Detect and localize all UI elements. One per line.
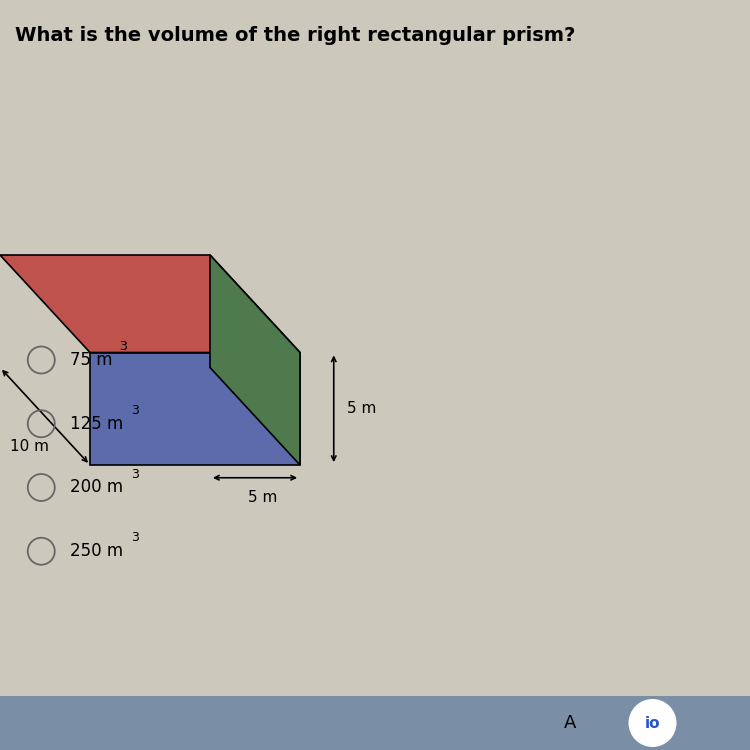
Bar (0, 696, 750, 750)
Polygon shape (90, 352, 300, 465)
Text: 3: 3 (131, 531, 140, 544)
Polygon shape (0, 255, 300, 352)
Text: io: io (645, 716, 660, 730)
Text: A: A (564, 714, 576, 732)
Text: 125 m: 125 m (70, 415, 123, 433)
Text: 200 m: 200 m (70, 478, 123, 496)
Text: 3: 3 (119, 340, 127, 353)
Text: 10 m: 10 m (10, 439, 50, 454)
Text: 3: 3 (131, 467, 140, 481)
Text: 75 m: 75 m (70, 351, 112, 369)
Text: 3: 3 (131, 404, 140, 417)
Polygon shape (210, 255, 300, 465)
Text: 5 m: 5 m (347, 401, 376, 416)
Text: What is the volume of the right rectangular prism?: What is the volume of the right rectangu… (15, 26, 575, 45)
Text: 250 m: 250 m (70, 542, 123, 560)
Circle shape (628, 699, 676, 747)
Text: 5 m: 5 m (248, 490, 278, 505)
